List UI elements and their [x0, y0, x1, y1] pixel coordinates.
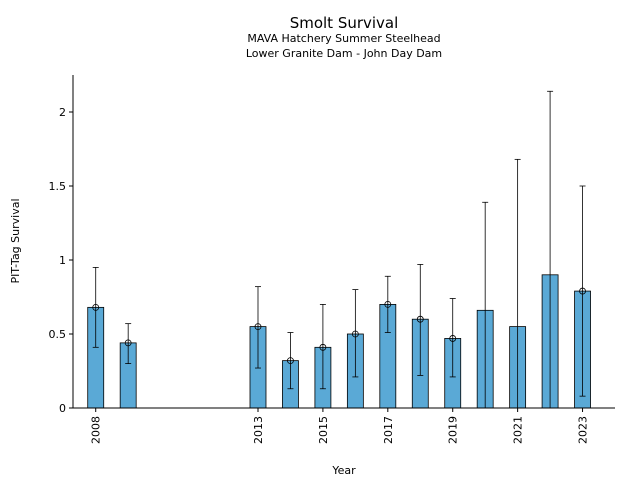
- point-marker-2023: [579, 287, 586, 295]
- point-marker-2019: [449, 335, 457, 342]
- point-marker-2009: [124, 339, 132, 347]
- x-tick-label: 2023: [577, 416, 590, 444]
- x-tick-label: 2013: [252, 416, 265, 444]
- y-tick-label: 1: [59, 254, 66, 267]
- x-tick-label: 2019: [447, 416, 460, 444]
- point-marker-2013: [254, 323, 262, 331]
- point-marker-2017: [384, 300, 392, 308]
- point-marker-2014: [287, 357, 294, 365]
- x-ticks: 2008 2013 2015 2017 2019 2021 2023: [90, 408, 590, 444]
- x-axis-label: Year: [331, 464, 356, 477]
- errorbar-2018: [416, 264, 424, 376]
- errorbar-2015: [319, 303, 327, 390]
- x-tick-label: 2015: [317, 416, 330, 444]
- x-tick-label: 2017: [382, 416, 395, 444]
- y-tick-label: 1.5: [49, 180, 67, 193]
- errorbar-2016: [351, 289, 359, 378]
- chart-title: Smolt Survival: [290, 14, 399, 32]
- y-tick-label: 0: [59, 402, 66, 415]
- point-marker-2015: [319, 343, 327, 351]
- errorbar-2013: [254, 286, 262, 369]
- errorbar-2023: [579, 185, 586, 397]
- errorbar-2019: [449, 298, 457, 378]
- bars-layer: [87, 274, 591, 409]
- x-tick-label: 2021: [512, 416, 525, 444]
- x-tick-label: 2008: [90, 416, 103, 444]
- y-ticks: 0 0.5 1 1.5 2: [49, 106, 73, 415]
- errorbar-2014: [287, 332, 294, 390]
- chart-subtitle-line-1: MAVA Hatchery Summer Steelhead: [247, 32, 440, 45]
- point-marker-2018: [416, 315, 424, 323]
- y-tick-label: 0.5: [49, 328, 67, 341]
- errorbar-layer: [92, 90, 586, 409]
- errorbar-2008: [92, 266, 100, 348]
- y-tick-label: 2: [59, 106, 66, 119]
- errorbar-2009: [124, 323, 132, 365]
- point-marker-2016: [351, 330, 359, 338]
- point-marker-2008: [92, 303, 100, 311]
- y-axis-label: PIT-Tag Survival: [9, 198, 22, 283]
- errorbar-2017: [384, 275, 392, 333]
- chart-subtitle-line-2: Lower Granite Dam - John Day Dam: [246, 47, 442, 60]
